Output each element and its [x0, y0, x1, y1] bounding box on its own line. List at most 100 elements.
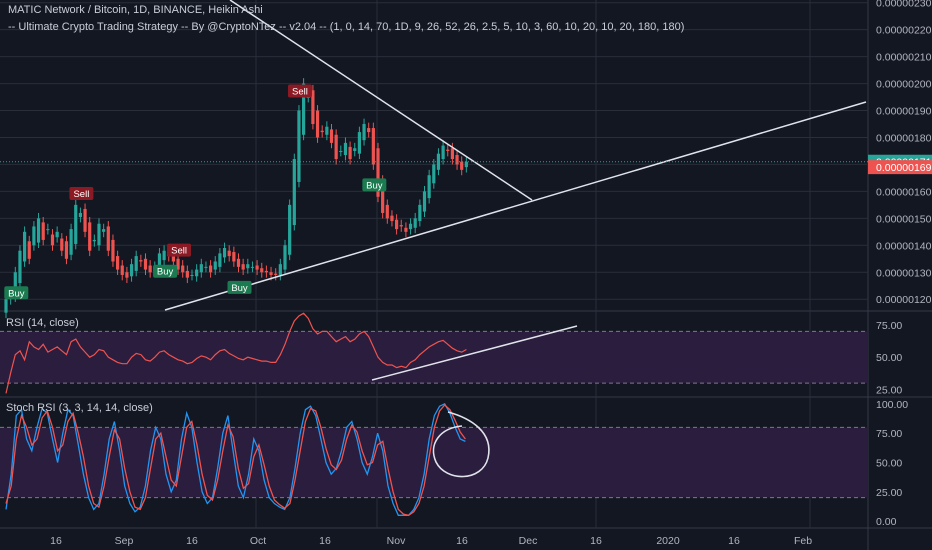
candle-body[interactable]: [362, 124, 366, 141]
candle-body[interactable]: [371, 128, 375, 165]
rsi-trendline[interactable]: [371, 325, 578, 381]
candle-body[interactable]: [343, 142, 348, 155]
candle-body[interactable]: [390, 215, 394, 222]
candle-body[interactable]: [408, 223, 413, 230]
candle-body[interactable]: [125, 272, 129, 278]
candle-body[interactable]: [381, 180, 385, 213]
candle-body[interactable]: [385, 204, 389, 219]
candle-body[interactable]: [218, 253, 222, 267]
candle-body[interactable]: [111, 239, 115, 262]
candle-body[interactable]: [353, 148, 357, 151]
candle-body[interactable]: [339, 150, 343, 152]
candle-body[interactable]: [55, 231, 59, 238]
candle-body[interactable]: [315, 110, 320, 138]
candle-body[interactable]: [357, 132, 361, 154]
candle-body[interactable]: [288, 204, 292, 255]
candle-body[interactable]: [199, 264, 203, 273]
sell-signal-label[interactable]: Sell: [167, 243, 192, 257]
candle-body[interactable]: [18, 250, 22, 284]
candle-body[interactable]: [325, 126, 329, 135]
sell-signal-label[interactable]: Sell: [69, 186, 94, 200]
candle-body[interactable]: [4, 299, 8, 313]
candle-body[interactable]: [120, 265, 124, 275]
candle-body[interactable]: [250, 266, 255, 268]
stoch-panel[interactable]: [0, 403, 868, 516]
candle-body[interactable]: [441, 145, 445, 160]
candle-body[interactable]: [106, 226, 110, 251]
candle-body[interactable]: [50, 234, 55, 246]
candle-body[interactable]: [116, 256, 120, 270]
candle-body[interactable]: [236, 258, 241, 267]
candle-body[interactable]: [190, 274, 194, 276]
candle-body[interactable]: [306, 97, 310, 99]
rsi-panel[interactable]: [0, 312, 868, 394]
candle-body[interactable]: [64, 241, 69, 259]
candle-body[interactable]: [32, 226, 36, 246]
candle-body[interactable]: [97, 223, 101, 246]
candle-body[interactable]: [255, 265, 259, 270]
price-axis[interactable]: 0.00000230 0.00000220 0.00000210 0.00000200…: [868, 0, 932, 528]
candle-body[interactable]: [320, 130, 324, 133]
candle-body[interactable]: [185, 270, 189, 278]
candle-body[interactable]: [83, 208, 87, 232]
buy-signal-label[interactable]: Buy: [227, 280, 252, 294]
candle-body[interactable]: [204, 266, 208, 268]
candle-body[interactable]: [450, 148, 454, 160]
candle-body[interactable]: [432, 164, 436, 184]
candle-body[interactable]: [222, 248, 227, 258]
candle-body[interactable]: [139, 260, 143, 262]
candle-body[interactable]: [334, 134, 338, 160]
stoch-k-line[interactable]: [5, 403, 466, 516]
candle-body[interactable]: [241, 264, 245, 270]
buy-signal-label[interactable]: Buy: [153, 264, 178, 278]
candle-body[interactable]: [23, 231, 27, 262]
candle-body[interactable]: [148, 265, 152, 273]
candle-body[interactable]: [427, 175, 431, 199]
candle-body[interactable]: [367, 128, 371, 133]
candle-body[interactable]: [246, 264, 250, 269]
circle-annotation[interactable]: [432, 411, 490, 478]
candle-body[interactable]: [78, 212, 82, 217]
candle-body[interactable]: [302, 83, 306, 135]
candle-body[interactable]: [181, 265, 185, 273]
sell-signal-label[interactable]: Sell: [287, 84, 312, 98]
rsi-line[interactable]: [5, 312, 467, 394]
candle-body[interactable]: [27, 241, 31, 259]
candle-body[interactable]: [283, 245, 287, 270]
candle-body[interactable]: [213, 261, 217, 270]
prev-price-tag[interactable]: 0.00000169: [868, 160, 932, 175]
candle-body[interactable]: [446, 149, 450, 151]
candle-body[interactable]: [348, 146, 352, 160]
candle-body[interactable]: [227, 250, 231, 257]
candle-body[interactable]: [92, 239, 96, 242]
candle-body[interactable]: [157, 253, 162, 270]
candle-body[interactable]: [376, 148, 380, 197]
candle-body[interactable]: [413, 218, 417, 228]
candle-body[interactable]: [46, 229, 50, 231]
candle-body[interactable]: [329, 129, 334, 143]
candle-body[interactable]: [88, 222, 92, 251]
candle-body[interactable]: [36, 218, 41, 243]
candle-body[interactable]: [41, 222, 45, 240]
candle-body[interactable]: [195, 269, 199, 277]
candle-body[interactable]: [418, 204, 422, 222]
candle-body[interactable]: [269, 272, 273, 275]
candle-body[interactable]: [404, 227, 408, 232]
candle-body[interactable]: [278, 264, 282, 275]
candle-body[interactable]: [274, 273, 278, 275]
indicator-legend[interactable]: -- Ultimate Crypto Trading Strategy -- B…: [8, 21, 685, 33]
candle-body[interactable]: [464, 161, 468, 168]
stoch-d-line[interactable]: [5, 404, 466, 516]
buy-signal-label[interactable]: Buy: [362, 178, 387, 192]
candle-body[interactable]: [60, 238, 64, 251]
candle-body[interactable]: [13, 272, 17, 297]
candle-body[interactable]: [162, 250, 166, 261]
candle-body[interactable]: [209, 265, 213, 273]
candle-body[interactable]: [395, 219, 399, 230]
price-panel[interactable]: Buy Sell Buy Sell Buy Sell Buy: [0, 0, 868, 319]
candle-body[interactable]: [460, 161, 464, 170]
stoch-panel-title[interactable]: Stoch RSI (3, 3, 14, 14, close): [6, 402, 153, 414]
candle-body[interactable]: [102, 229, 106, 232]
candle-body[interactable]: [232, 252, 236, 262]
